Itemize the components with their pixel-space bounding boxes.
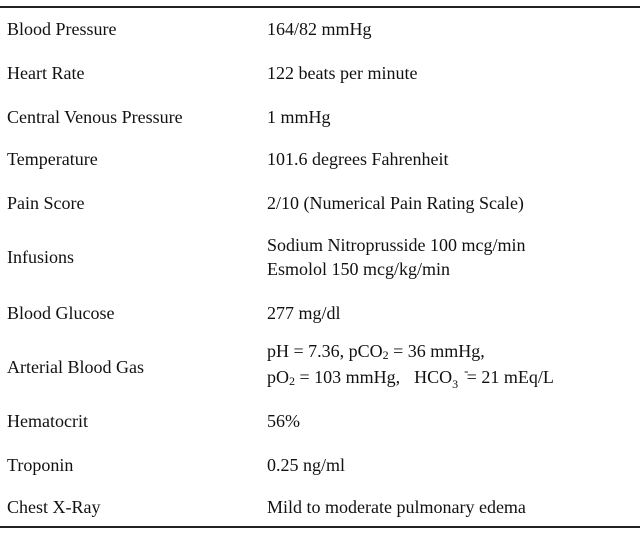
- row-value: 101.6 degrees Fahrenheit: [267, 149, 449, 169]
- row-label: Temperature: [7, 149, 98, 169]
- row-value: 1 mmHg: [267, 107, 331, 127]
- abg-hco3-value: = 21 mEq/L: [462, 367, 554, 387]
- row-value: 277 mg/dl: [267, 303, 341, 323]
- row-value: 2/10 (Numerical Pain Rating Scale): [267, 193, 524, 213]
- row-value: 122 beats per minute: [267, 63, 418, 83]
- table-top-rule: [0, 6, 640, 8]
- abg-pco2-value: = 36 mmHg,: [388, 341, 485, 361]
- row-label: Pain Score: [7, 193, 85, 213]
- abg-subscript: 2: [382, 348, 389, 362]
- table-bottom-rule: [0, 526, 640, 528]
- row-value-line1: Sodium Nitroprusside 100 mcg/min: [267, 235, 526, 255]
- row-label: Hematocrit: [7, 411, 88, 431]
- abg-hco-superscript: -: [464, 363, 469, 378]
- abg-hco-text: HCO: [414, 367, 453, 387]
- row-label: Infusions: [7, 247, 74, 267]
- abg-hco3: HCO3-: [414, 363, 468, 391]
- table-row: Arterial Blood Gas pH = 7.36, pCO2 = 36 …: [0, 340, 640, 392]
- row-value-line2: Esmolol 150 mcg/kg/min: [267, 259, 450, 279]
- abg-hco-subscript: 3: [452, 377, 459, 391]
- abg-subscript: 2: [289, 374, 295, 388]
- row-value: Mild to moderate pulmonary edema: [267, 497, 526, 517]
- abg-po-text: pO: [267, 367, 289, 387]
- row-value: 164/82 mmHg: [267, 19, 372, 39]
- abg-line2: pO2 = 103 mmHg, HCO3- = 21 mEq/L: [267, 363, 554, 391]
- row-label: Arterial Blood Gas: [7, 357, 144, 377]
- row-label: Blood Glucose: [7, 303, 115, 323]
- row-label: Blood Pressure: [7, 19, 117, 39]
- abg-po2-value: = 103 mmHg,: [295, 367, 401, 387]
- row-value: 0.25 ng/ml: [267, 455, 346, 475]
- abg-ph-text: pH = 7.36, pCO: [267, 341, 383, 361]
- table-row: Infusions Sodium Nitroprusside 100 mcg/m…: [0, 234, 640, 284]
- row-label: Heart Rate: [7, 63, 85, 83]
- row-value: 56%: [267, 411, 300, 431]
- row-label: Chest X-Ray: [7, 497, 101, 517]
- row-label: Troponin: [7, 455, 74, 475]
- abg-line1: pH = 7.36, pCO2 = 36 mmHg,: [267, 340, 485, 364]
- row-label: Central Venous Pressure: [7, 107, 183, 127]
